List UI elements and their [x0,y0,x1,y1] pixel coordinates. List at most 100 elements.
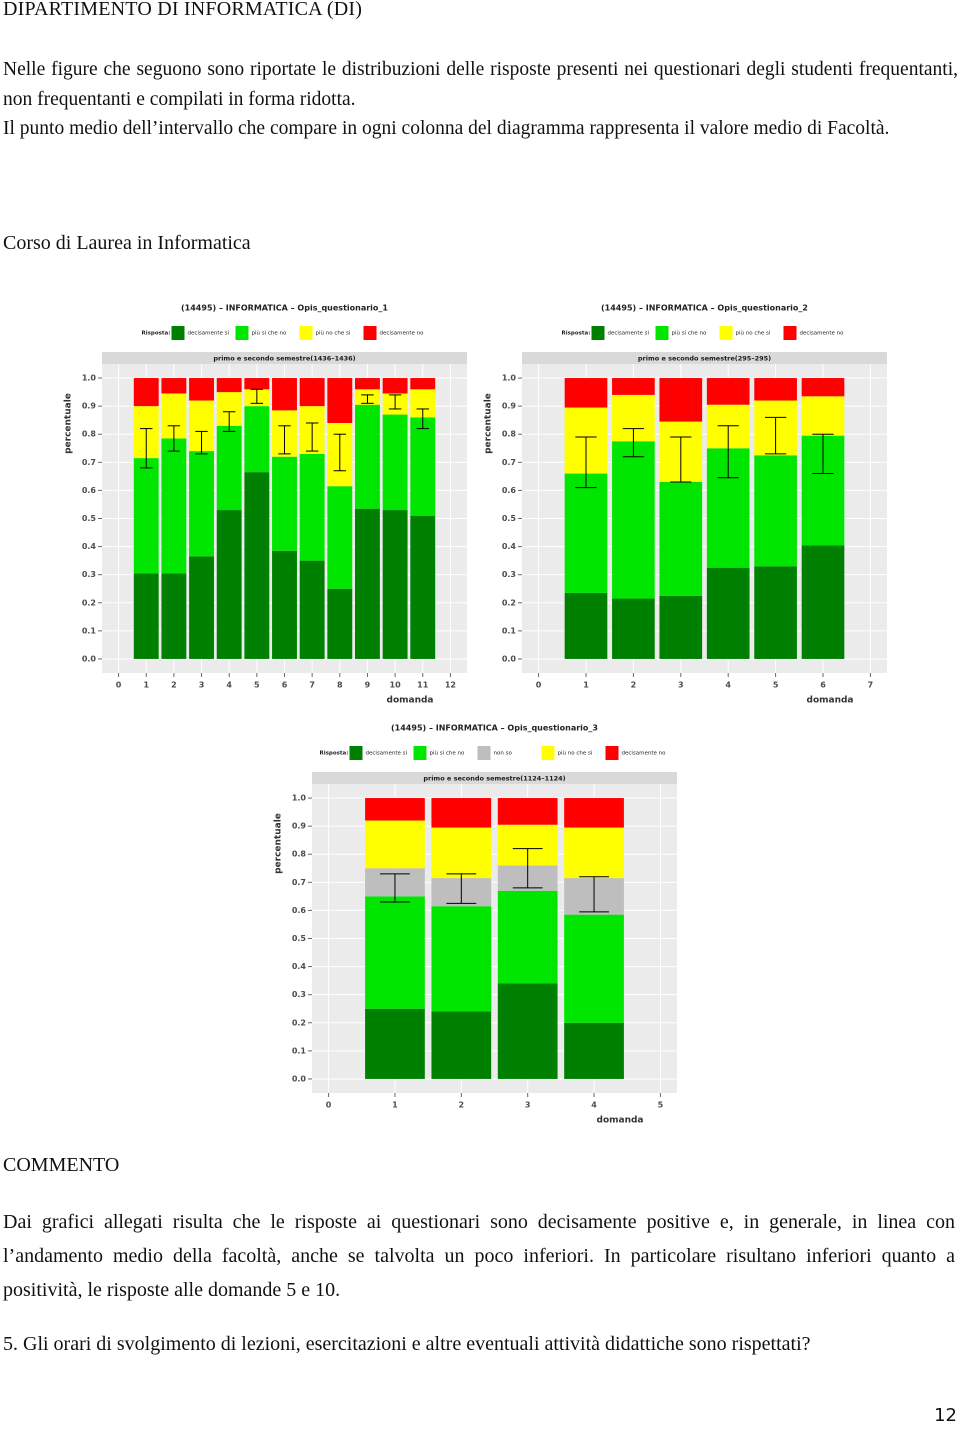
bar-segment [706,378,750,405]
bar-segment [431,827,492,879]
legend-label: decisamente no [622,751,667,757]
legend-title: Risposta: [562,331,591,337]
x-tick-label: 4 [591,1101,597,1110]
bar-segment [244,378,270,390]
bar-segment [133,458,159,574]
legend-swatch [719,326,733,340]
bar-segment [327,588,353,659]
y-tick-label: 0.6 [502,486,517,495]
y-tick-label: 0.8 [502,430,517,439]
bar-segment [612,598,655,659]
x-tick-label: 5 [254,681,260,690]
x-tick-label: 1 [392,1101,398,1110]
bar-segment [564,798,624,828]
bar-segment [272,550,297,659]
y-tick-label: 0.7 [502,458,516,467]
bar-segment [564,592,608,659]
bar-segment [801,396,845,436]
header: DIPARTIMENTO DI INFORMATICA (DI) [3,0,363,20]
question: 5. Gli orari di svolgimento di lezioni, … [3,1333,811,1355]
y-axis-label: percentuale [64,393,74,454]
bar-segment [612,378,655,395]
y-tick-label: 0.3 [82,570,96,579]
bar-segment [244,406,270,473]
legend-label: più no che si [316,330,351,337]
bar-segment [382,414,408,511]
bar-segment [161,438,187,574]
bar-segment [299,453,325,561]
bar-segment [382,378,408,394]
x-tick-label: 0 [326,1101,332,1110]
x-tick-label: 6 [820,681,826,690]
legend-label: decisamente si [188,331,230,337]
y-tick-label: 0.4 [292,962,307,971]
bar-segment [612,441,655,599]
bar-segment [189,556,214,659]
y-tick-label: 0.1 [82,626,97,635]
bar-segment [189,378,214,401]
x-tick-label: 2 [631,681,637,690]
x-tick-label: 4 [226,681,232,690]
bar-segment [564,378,608,408]
bar-segment [161,573,187,659]
legend-swatch [541,746,555,760]
section-title: Corso di Laurea in Informatica [3,232,251,254]
legend-label: decisamente no [380,331,425,337]
y-tick-label: 0.6 [82,486,97,495]
y-tick-label: 0.0 [292,1074,307,1083]
y-tick-label: 0.1 [502,626,517,635]
chart-title: (14495) – INFORMATICA – Opis_questionari… [391,724,598,733]
bar-segment [659,595,703,659]
bar-segment [706,567,750,659]
chart-title: (14495) – INFORMATICA – Opis_questionari… [181,304,388,313]
chart: (14495) – INFORMATICA – Opis_questionari… [274,724,677,1126]
y-tick-label: 0.2 [82,598,96,607]
x-tick-label: 7 [868,681,874,690]
legend-swatch [605,746,619,760]
bar-segment [355,404,380,509]
x-tick-label: 5 [658,1101,664,1110]
x-tick-label: 1 [143,681,149,690]
y-tick-label: 1.0 [82,374,97,383]
legend-title: Risposta: [320,751,349,757]
bar-segment [754,566,797,659]
y-tick-label: 0.4 [502,542,517,551]
bar-segment [497,798,558,825]
panel-strip [312,772,677,784]
y-tick-label: 0.7 [292,878,306,887]
bar-segment [659,378,703,422]
intro: Nelle figure che seguono sono riportate … [3,55,958,144]
x-axis-label: domanda [597,1116,644,1126]
y-tick-label: 0.9 [502,402,517,411]
legend-label: decisamente si [366,751,408,757]
bar-segment [327,378,353,423]
legend-label: più si che no [252,330,288,337]
legend-swatch [413,746,427,760]
bar-segment [189,451,214,557]
x-tick-label: 11 [417,681,429,690]
legend-swatch [363,326,377,340]
comment-title: COMMENTO [3,1154,120,1176]
y-tick-label: 0.6 [292,906,307,915]
x-tick-label: 2 [459,1101,465,1110]
bar-segment [431,1011,492,1079]
x-tick-label: 10 [390,681,402,690]
y-tick-label: 0.0 [502,654,517,663]
bar-segment [410,515,436,659]
legend-swatch [655,326,669,340]
chart: (14495) – INFORMATICA – Opis_questionari… [484,304,887,706]
bar-segment [564,827,624,879]
x-tick-label: 3 [525,1101,531,1110]
x-tick-label: 8 [337,681,343,690]
bar-segment [244,472,270,659]
legend-swatch [783,326,797,340]
legend-label: più no che si [558,750,593,757]
bar-segment [754,455,797,567]
y-tick-label: 0.1 [292,1046,307,1055]
panel-strip [522,352,887,364]
y-tick-label: 0.0 [82,654,97,663]
strip-label: primo e secondo semestre(1124–1124) [423,775,565,783]
bar-segment [365,820,425,869]
x-tick-label: 7 [309,681,315,690]
